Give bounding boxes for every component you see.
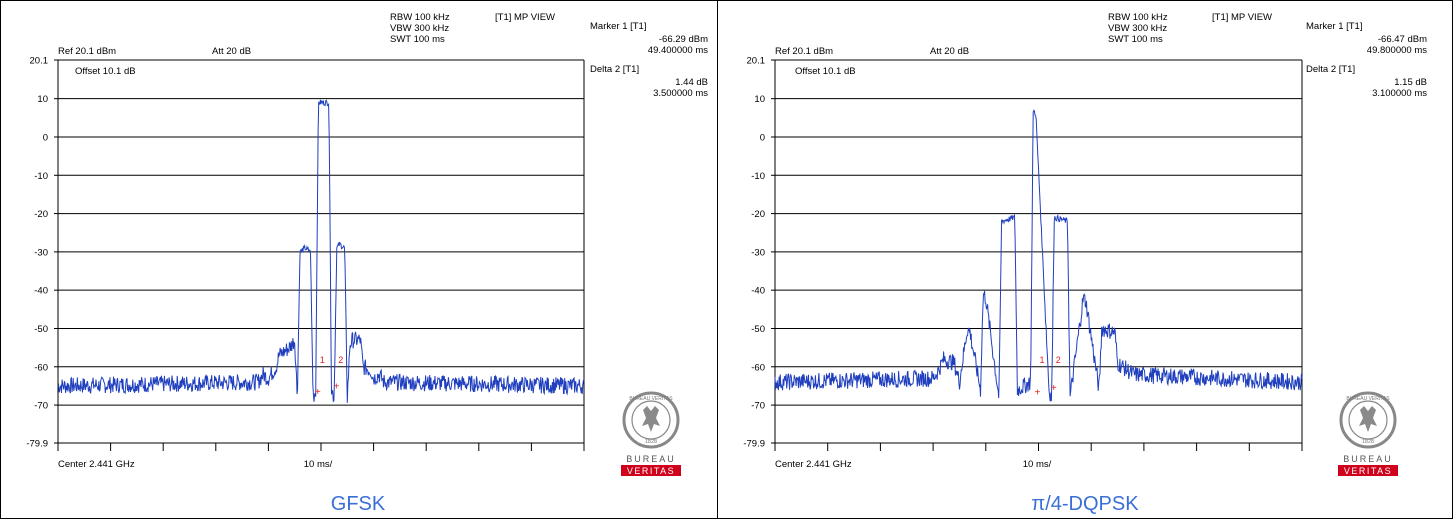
attenuation-text: Att 20 dB (930, 46, 969, 57)
delta2-label: Delta 2 [T1] (1306, 64, 1355, 75)
y-tick-label: -40 (751, 286, 765, 297)
panel-caption: π/4-DQPSK (1031, 493, 1139, 515)
logo-red-band (621, 465, 681, 476)
y-tick-label: -20 (751, 209, 765, 220)
marker-points: +1 +2 (1035, 355, 1061, 399)
logo-seal-inner (631, 400, 671, 440)
trace-mode-text: [T1] MP VIEW (495, 12, 555, 23)
marker-points: +1 +2 (315, 355, 343, 398)
marker-symbol: + (1035, 388, 1041, 399)
y-tick-label: -30 (751, 247, 765, 258)
rbw-text: RBW 100 kHz (390, 12, 450, 23)
delta2-level: 1.44 dB (675, 77, 708, 88)
y-tick-label: 10 (754, 94, 765, 105)
offset-text: Offset 10.1 dB (795, 66, 856, 77)
y-tick-label: 20.1 (30, 56, 49, 67)
x-axis-center-label: 10 ms/ (304, 459, 333, 470)
logo-year: 1828 (1362, 439, 1374, 445)
logo-figure (642, 406, 660, 432)
spectrum-trace (57, 99, 585, 403)
trace-mode-text: [T1] MP VIEW (1212, 12, 1272, 23)
swt-text: SWT 100 ms (390, 34, 445, 45)
y-tick-label: -79.9 (26, 439, 48, 450)
grid (771, 59, 1303, 444)
marker1-label: Marker 1 [T1] (1306, 21, 1363, 32)
spectrum-panel-dqpsk: RBW 100 kHz VBW 300 kHz SWT 100 ms [T1] … (743, 12, 1427, 515)
rbw-text: RBW 100 kHz (1108, 12, 1168, 23)
logo-year: 1828 (645, 439, 657, 445)
marker1-level: -66.47 dBm (1378, 34, 1427, 45)
bureau-veritas-logo: BUREAU VERITAS 1828 BUREAU VERITAS (621, 391, 681, 476)
vbw-text: VBW 300 kHz (390, 23, 449, 34)
marker-symbol: + (1051, 383, 1057, 394)
y-tick-label: -20 (34, 209, 48, 220)
delta2-level: 1.15 dB (1394, 77, 1427, 88)
y-tick-label: 20.1 (747, 56, 766, 67)
logo-word-veritas: VERITAS (627, 466, 675, 476)
delta2-label: Delta 2 [T1] (590, 64, 639, 75)
spectrum-panel-gfsk: RBW 100 kHz VBW 300 kHz SWT 100 ms [T1] … (26, 12, 708, 515)
grid (54, 59, 585, 444)
marker-symbol: + (315, 387, 321, 398)
y-tick-label: -10 (751, 171, 765, 182)
y-tick-label: -70 (751, 401, 765, 412)
marker-number: 2 (1056, 355, 1061, 365)
delta2-time: 3.500000 ms (653, 88, 708, 99)
marker1-level: -66.29 dBm (659, 34, 708, 45)
x-axis-ticks (57, 443, 585, 451)
y-tick-label: -60 (751, 362, 765, 373)
x-axis-left-label: Center 2.441 GHz (58, 459, 135, 470)
y-tick-label: -30 (34, 247, 48, 258)
attenuation-text: Att 20 dB (212, 46, 251, 57)
marker1-time: 49.400000 ms (648, 45, 708, 56)
delta2-time: 3.100000 ms (1372, 88, 1427, 99)
y-tick-label: 0 (760, 132, 765, 143)
y-axis-labels: 20.1 10 0 -10 -20 -30 -40 -50 -60 -70 -79.9 (743, 56, 765, 450)
ref-level-text: Ref 20.1 dBm (775, 46, 833, 57)
x-axis-left-label: Center 2.441 GHz (775, 459, 852, 470)
logo-word-bureau: BUREAU (626, 454, 676, 464)
swt-text: SWT 100 ms (1108, 34, 1163, 45)
logo-figure (1359, 406, 1377, 432)
marker1-label: Marker 1 [T1] (590, 21, 647, 32)
y-axis-labels: 20.1 10 0 -10 -20 -30 -40 -50 -60 -70 -79.9 (26, 56, 48, 450)
panel-border-left (0, 0, 718, 519)
y-tick-label: -50 (34, 324, 48, 335)
logo-seal-inner (1348, 400, 1388, 440)
y-tick-label: -50 (751, 324, 765, 335)
logo-seal-text: BUREAU VERITAS (1346, 396, 1390, 402)
ref-level-text: Ref 20.1 dBm (58, 46, 116, 57)
panel-caption: GFSK (331, 493, 386, 515)
marker1-time: 49.800000 ms (1367, 45, 1427, 56)
y-tick-label: -10 (34, 171, 48, 182)
x-axis-ticks (774, 443, 1303, 451)
y-tick-label: 10 (37, 94, 48, 105)
marker-number: 1 (320, 355, 325, 365)
panel-border-right (717, 0, 1453, 519)
marker-number: 2 (338, 355, 343, 365)
y-tick-label: -40 (34, 286, 48, 297)
vbw-text: VBW 300 kHz (1108, 23, 1167, 34)
y-tick-label: -79.9 (743, 439, 765, 450)
y-tick-label: -70 (34, 401, 48, 412)
marker-symbol: + (333, 381, 339, 392)
spectrum-trace (774, 109, 1303, 402)
logo-word-bureau: BUREAU (1343, 454, 1393, 464)
y-tick-label: 0 (43, 132, 48, 143)
logo-word-veritas: VERITAS (1344, 466, 1392, 476)
marker-number: 1 (1039, 355, 1044, 365)
logo-red-band (1338, 465, 1398, 476)
bureau-veritas-logo: BUREAU VERITAS 1828 BUREAU VERITAS (1338, 391, 1398, 476)
logo-seal-text: BUREAU VERITAS (629, 396, 673, 402)
offset-text: Offset 10.1 dB (75, 66, 136, 77)
x-axis-center-label: 10 ms/ (1023, 459, 1052, 470)
y-tick-label: -60 (34, 362, 48, 373)
